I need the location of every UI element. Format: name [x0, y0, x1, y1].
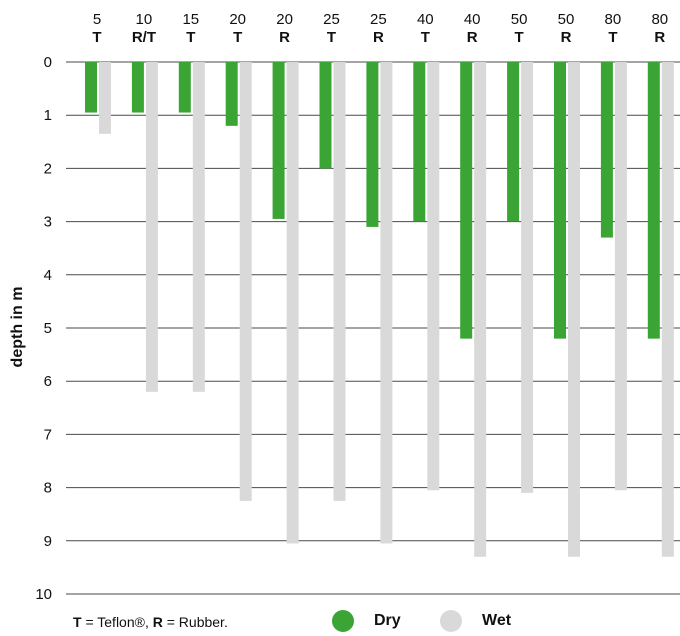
legend-item-wet: Wet: [440, 608, 511, 634]
category-number-0: 5: [93, 11, 101, 28]
bar-wet-11: [614, 62, 627, 491]
category-number-2: 15: [182, 11, 199, 28]
bar-dry-7: [413, 62, 426, 222]
bar-wet-3: [239, 62, 252, 501]
legend-dry-swatch: [332, 610, 354, 632]
category-material-0: T: [92, 29, 101, 46]
bar-wet-10: [568, 62, 580, 557]
category-number-6: 25: [370, 11, 387, 28]
category-number-8: 40: [464, 11, 481, 28]
y-tick-labels: 0 1 2 3 4 5 6 7 8 9 10: [35, 54, 52, 603]
legend-item-dry: Dry: [332, 608, 401, 634]
bar-dry-5: [319, 62, 332, 169]
category-number-12: 80: [651, 11, 668, 28]
bar-dry-6: [366, 62, 379, 227]
legend-wet-swatch: [440, 610, 462, 632]
bar-dry-12: [647, 62, 660, 339]
y-tick-label-4: 4: [44, 267, 52, 284]
bar-wet-4: [286, 62, 299, 544]
note-rubber-key: R: [152, 614, 163, 630]
y-tick-label-2: 2: [44, 160, 52, 177]
category-number-7: 40: [417, 11, 434, 28]
note-teflon-key: T: [73, 614, 82, 630]
category-number-5: 25: [323, 11, 340, 28]
category-material-12: R: [654, 29, 665, 46]
bar-wet-2: [192, 62, 205, 392]
bar-dry-0: [85, 62, 97, 113]
bar-dry-9: [507, 62, 520, 222]
category-material-8: R: [467, 29, 478, 46]
bar-wet-12: [661, 62, 674, 557]
bar-dry-11: [600, 62, 613, 238]
note-teflon-text: = Teflon®,: [81, 614, 153, 630]
category-material-1: R/T: [132, 29, 156, 46]
bar-wet-9: [521, 62, 534, 493]
legend-dry-label: Dry: [374, 612, 401, 629]
bar-wet-6: [380, 62, 393, 544]
bar-wet-5: [333, 62, 346, 501]
category-number-11: 80: [605, 11, 622, 28]
y-tick-label-0: 0: [44, 54, 52, 71]
category-material-10: R: [561, 29, 572, 46]
y-tick-label-10: 10: [35, 586, 52, 603]
y-tick-label-5: 5: [44, 320, 52, 337]
category-material-5: T: [327, 29, 336, 46]
bar-wet-7: [427, 62, 440, 491]
category-number-10: 50: [558, 11, 575, 28]
category-number-1: 10: [136, 11, 153, 28]
category-material-4: R: [279, 29, 290, 46]
bar-dry-2: [178, 62, 191, 113]
category-material-6: R: [373, 29, 384, 46]
category-material-9: T: [515, 29, 524, 46]
bars: [85, 62, 674, 557]
y-tick-label-9: 9: [44, 533, 52, 550]
bar-dry-1: [131, 62, 144, 113]
category-number-4: 20: [276, 11, 293, 28]
legend-wet-label: Wet: [482, 612, 512, 629]
y-tick-label-6: 6: [44, 373, 52, 390]
bar-dry-4: [272, 62, 285, 219]
chart-footer: T = Teflon®, R = Rubber. Dry Wet: [0, 606, 680, 636]
bar-dry-3: [225, 62, 238, 126]
category-material-11: T: [608, 29, 617, 46]
material-key-note: T = Teflon®, R = Rubber.: [73, 614, 228, 630]
y-tick-label-3: 3: [44, 214, 52, 231]
category-material-2: T: [186, 29, 195, 46]
y-axis-title: depth in m: [9, 287, 26, 368]
y-tick-label-7: 7: [44, 426, 52, 443]
bar-wet-8: [474, 62, 487, 557]
bar-dry-10: [554, 62, 566, 339]
y-tick-label-1: 1: [44, 107, 52, 124]
y-tick-label-8: 8: [44, 480, 52, 497]
category-material-3: T: [233, 29, 242, 46]
note-rubber-text: = Rubber.: [162, 614, 228, 630]
category-number-3: 20: [229, 11, 246, 28]
bar-wet-1: [145, 62, 158, 392]
bar-dry-8: [460, 62, 473, 339]
bar-wet-0: [99, 62, 111, 134]
category-material-7: T: [421, 29, 430, 46]
category-number-9: 50: [511, 11, 528, 28]
